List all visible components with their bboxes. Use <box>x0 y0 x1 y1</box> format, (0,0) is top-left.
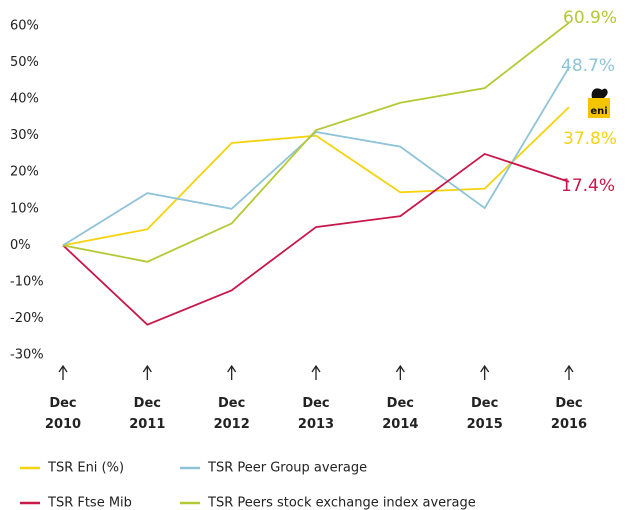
arrow <box>564 364 574 380</box>
legend-label: TSR Ftse Mib <box>47 496 132 510</box>
y-tick-label: -20% <box>10 311 44 326</box>
y-tick-label: -10% <box>10 274 44 289</box>
x-tick-label: Dec 2015 <box>466 396 503 432</box>
y-tick-label: 50% <box>10 55 39 70</box>
x-tick-label: Dec 2011 <box>129 396 166 432</box>
arrow <box>58 364 68 380</box>
arrow <box>227 364 237 380</box>
arrow <box>311 364 321 380</box>
legend-label: TSR Eni (%) <box>47 461 124 476</box>
x-tick-label: Dec 2013 <box>297 396 335 432</box>
y-tick-label: 60% <box>10 19 39 34</box>
x-tick-label: Dec 2016 <box>550 396 588 432</box>
y-tick-label: 0% <box>10 238 31 253</box>
arrow <box>480 364 490 380</box>
legend-label: TSR Peers stock exchange index average <box>207 496 476 510</box>
arrow <box>395 364 405 380</box>
eni-logo: eni <box>588 88 610 118</box>
y-tick-label: 30% <box>10 128 39 143</box>
x-tick-label: Dec 2010 <box>44 396 82 432</box>
value-label: 37.8% <box>563 129 617 149</box>
x-tick-label: Dec 2012 <box>213 396 250 432</box>
series-line <box>62 21 570 263</box>
svg-text:eni: eni <box>590 106 607 117</box>
value-label: 17.4% <box>561 176 615 196</box>
y-tick-label: 20% <box>10 165 39 180</box>
legend-label: TSR Peer Group average <box>207 461 367 476</box>
series-line <box>62 106 570 247</box>
value-label: 48.7% <box>561 56 615 76</box>
y-tick-label: -30% <box>10 348 44 363</box>
x-tick-label: Dec 2014 <box>382 396 419 432</box>
arrow <box>142 364 152 380</box>
value-label: 60.9% <box>563 8 617 28</box>
series-line <box>62 152 570 326</box>
y-tick-label: 40% <box>10 92 39 107</box>
y-tick-label: 10% <box>10 201 39 216</box>
series-line <box>62 66 570 247</box>
